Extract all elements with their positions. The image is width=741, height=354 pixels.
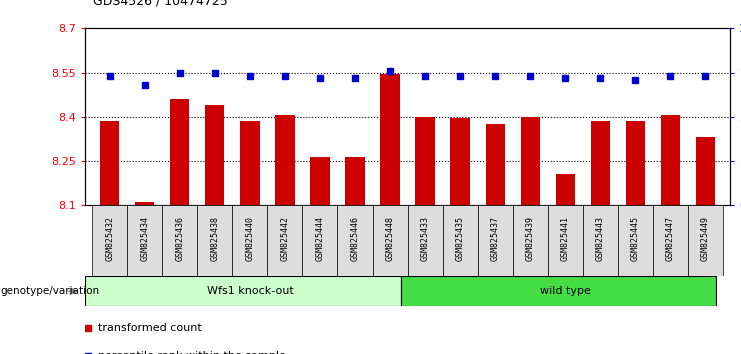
Bar xyxy=(556,175,575,205)
Bar xyxy=(451,118,470,205)
Bar xyxy=(92,205,127,276)
Bar xyxy=(478,205,513,276)
Bar xyxy=(276,115,295,205)
Text: percentile rank within the sample: percentile rank within the sample xyxy=(98,350,286,354)
Bar xyxy=(582,205,618,276)
Text: GSM825436: GSM825436 xyxy=(176,216,185,261)
Text: GSM825437: GSM825437 xyxy=(491,216,499,261)
Text: GSM825449: GSM825449 xyxy=(701,216,710,261)
Text: GSM825443: GSM825443 xyxy=(596,216,605,261)
Bar xyxy=(688,205,723,276)
Text: GSM825448: GSM825448 xyxy=(385,216,394,261)
Bar xyxy=(127,205,162,276)
Bar xyxy=(205,105,225,205)
Bar xyxy=(416,117,435,205)
Text: transformed count: transformed count xyxy=(98,322,202,333)
Text: GSM825438: GSM825438 xyxy=(210,216,219,261)
Bar xyxy=(135,202,154,205)
Text: GSM825435: GSM825435 xyxy=(456,216,465,261)
Bar xyxy=(520,117,539,205)
Bar xyxy=(337,205,373,276)
Bar xyxy=(661,115,680,205)
Bar xyxy=(373,205,408,276)
Bar xyxy=(310,156,330,205)
Text: wild type: wild type xyxy=(539,286,591,296)
Bar xyxy=(100,121,119,205)
Bar xyxy=(380,74,399,205)
Text: GSM825439: GSM825439 xyxy=(525,216,535,261)
Bar xyxy=(625,121,645,205)
Bar xyxy=(162,205,197,276)
Text: GSM825433: GSM825433 xyxy=(421,216,430,261)
Bar xyxy=(442,205,478,276)
Text: GSM825447: GSM825447 xyxy=(666,216,675,261)
Bar xyxy=(268,205,302,276)
Text: genotype/variation: genotype/variation xyxy=(1,286,100,296)
Text: GSM825440: GSM825440 xyxy=(245,216,254,261)
Bar xyxy=(85,276,401,306)
Bar xyxy=(513,205,548,276)
Bar xyxy=(401,276,716,306)
Bar xyxy=(653,205,688,276)
Bar xyxy=(302,205,337,276)
Bar xyxy=(345,156,365,205)
Bar xyxy=(197,205,233,276)
Bar xyxy=(408,205,442,276)
Text: GDS4526 / 10474725: GDS4526 / 10474725 xyxy=(93,0,227,7)
Bar xyxy=(485,124,505,205)
Text: GSM825445: GSM825445 xyxy=(631,216,639,261)
Text: GSM825441: GSM825441 xyxy=(561,216,570,261)
Bar xyxy=(696,137,715,205)
Bar xyxy=(233,205,268,276)
Bar xyxy=(591,121,610,205)
Bar xyxy=(240,121,259,205)
Text: GSM825446: GSM825446 xyxy=(350,216,359,261)
Bar xyxy=(618,205,653,276)
Text: GSM825444: GSM825444 xyxy=(316,216,325,261)
Text: Wfs1 knock-out: Wfs1 knock-out xyxy=(207,286,293,296)
Bar xyxy=(170,99,190,205)
Text: GSM825442: GSM825442 xyxy=(280,216,290,261)
Text: GSM825432: GSM825432 xyxy=(105,216,114,261)
Text: GSM825434: GSM825434 xyxy=(140,216,149,261)
Bar xyxy=(548,205,582,276)
